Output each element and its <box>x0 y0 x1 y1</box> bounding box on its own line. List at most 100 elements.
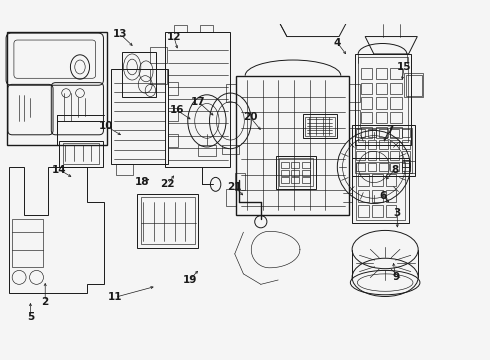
Bar <box>375 98 387 109</box>
Bar <box>358 190 368 202</box>
Bar <box>391 151 399 160</box>
Bar <box>63 144 99 165</box>
Bar <box>149 47 167 63</box>
Text: 20: 20 <box>243 112 258 122</box>
Bar <box>386 174 396 186</box>
Bar <box>368 129 376 138</box>
Bar <box>361 98 372 109</box>
Bar <box>137 194 198 248</box>
Bar <box>356 162 405 220</box>
Bar <box>221 145 239 154</box>
Bar <box>174 25 187 32</box>
Bar <box>368 140 376 149</box>
Bar <box>302 170 310 176</box>
Bar <box>391 140 399 149</box>
Bar <box>402 140 410 149</box>
Bar <box>302 162 310 168</box>
Bar <box>402 163 410 171</box>
Bar <box>7 32 107 145</box>
Bar <box>379 140 388 149</box>
Bar <box>276 156 316 189</box>
Bar <box>379 129 388 138</box>
Bar <box>391 83 402 94</box>
Bar <box>352 125 415 176</box>
Text: 13: 13 <box>113 29 127 39</box>
Bar <box>361 83 372 94</box>
Bar <box>391 127 402 138</box>
Bar <box>372 190 383 202</box>
Text: 7: 7 <box>386 125 393 135</box>
Bar <box>391 163 399 171</box>
Bar <box>375 112 387 123</box>
Bar <box>226 84 237 102</box>
Bar <box>358 205 368 217</box>
Text: 9: 9 <box>392 273 399 282</box>
Bar <box>375 83 387 94</box>
Bar <box>386 190 396 202</box>
Bar <box>281 177 289 184</box>
Text: 21: 21 <box>227 182 242 192</box>
Bar <box>356 129 365 138</box>
Bar <box>141 197 195 244</box>
Bar <box>12 219 43 267</box>
Text: 16: 16 <box>170 105 185 116</box>
Bar <box>356 140 365 149</box>
Bar <box>372 174 383 186</box>
Bar <box>361 68 372 79</box>
Text: 22: 22 <box>161 179 175 189</box>
Text: 18: 18 <box>134 177 149 187</box>
Bar <box>361 127 372 138</box>
Bar <box>356 163 365 171</box>
Bar <box>361 112 372 123</box>
Bar <box>355 54 411 145</box>
Bar <box>358 57 408 142</box>
Bar <box>406 75 422 96</box>
Bar <box>291 177 299 184</box>
Bar <box>352 158 409 224</box>
Text: 12: 12 <box>167 32 181 41</box>
Text: 19: 19 <box>182 275 196 285</box>
Bar <box>379 151 388 160</box>
Bar <box>281 162 289 168</box>
Bar <box>391 98 402 109</box>
Text: 5: 5 <box>27 312 34 322</box>
Text: 6: 6 <box>379 191 386 201</box>
Bar <box>302 177 310 184</box>
Bar <box>149 69 167 84</box>
Bar <box>237 76 349 215</box>
Bar <box>402 161 415 173</box>
Text: 17: 17 <box>191 97 205 107</box>
Bar <box>355 128 412 173</box>
Text: 2: 2 <box>42 297 49 307</box>
Bar <box>168 82 178 95</box>
Bar <box>379 163 388 171</box>
Bar <box>358 174 368 186</box>
Text: 3: 3 <box>393 208 401 218</box>
Bar <box>291 170 299 176</box>
Text: 10: 10 <box>99 121 113 131</box>
Bar <box>372 205 383 217</box>
Bar <box>122 52 156 98</box>
Text: 11: 11 <box>107 292 122 302</box>
Bar <box>165 32 230 167</box>
Bar <box>200 25 213 32</box>
Bar <box>116 165 133 175</box>
Bar <box>391 112 402 123</box>
Text: 15: 15 <box>397 62 412 72</box>
Bar <box>391 129 399 138</box>
Bar <box>111 69 168 165</box>
Bar <box>375 68 387 79</box>
Bar <box>368 163 376 171</box>
Bar <box>386 205 396 217</box>
Text: 4: 4 <box>334 38 341 48</box>
Bar <box>402 151 410 160</box>
Bar <box>349 111 360 128</box>
Bar <box>404 73 423 98</box>
Bar <box>226 189 237 206</box>
Bar <box>279 158 313 186</box>
Bar <box>302 114 337 138</box>
Bar <box>168 134 178 147</box>
Bar <box>235 173 245 190</box>
Bar <box>391 68 402 79</box>
Bar <box>281 170 289 176</box>
